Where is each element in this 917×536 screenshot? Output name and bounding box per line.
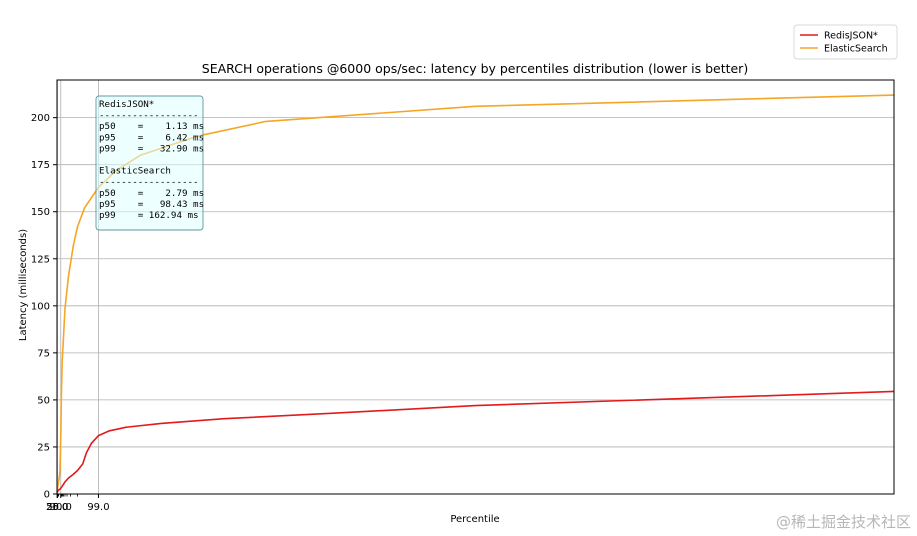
y-tick-label: 125 [31, 254, 50, 265]
stats-box-line: ElasticSearch [99, 166, 171, 177]
y-tick-label: 25 [37, 442, 50, 453]
legend-label: ElasticSearch [824, 44, 888, 55]
y-tick-label: 150 [31, 207, 50, 218]
y-tick-label: 50 [37, 395, 50, 406]
x-axis-label: Percentile [450, 514, 499, 525]
watermark: @稀土掘金技术社区 [775, 513, 911, 531]
x-tick-label: 99.0 [87, 502, 109, 513]
y-axis-ticks: 0 25 50 75 100 125 150 175 200 [31, 113, 57, 501]
plot-frame [56, 79, 895, 495]
y-tick-label: 0 [44, 490, 50, 501]
legend-frame [793, 24, 898, 60]
x-tick-label: 90.0 [50, 502, 72, 513]
x-tick-label: 25.0 [46, 502, 68, 513]
stats-box-line: p95 = 6.42 ms [99, 132, 204, 143]
legend-label: RedisJSON* [824, 31, 878, 42]
stats-box-line: p99 = 162.94 ms [99, 210, 199, 221]
stats-box-line: RedisJSON* [99, 99, 154, 110]
y-tick-label: 100 [31, 301, 50, 312]
stats-box-line: p50 = 1.13 ms [99, 121, 204, 132]
stats-box-frame [95, 95, 204, 231]
y-tick-label: 200 [31, 113, 50, 124]
series-line-redisjson- [56, 390, 895, 493]
y-tick-label: 75 [37, 348, 50, 359]
stats-box-line: p99 = 32.90 ms [99, 143, 204, 154]
stats-box-line: p95 = 98.43 ms [99, 199, 204, 210]
stats-box: RedisJSON*------------------p50 = 1.13 m… [95, 95, 204, 231]
y-axis-label: Latency (milliseconds) [18, 229, 29, 341]
stats-box-line: p50 = 2.79 ms [99, 188, 204, 199]
y-tick-label: 175 [31, 160, 50, 171]
stats-box-line: ------------------ [99, 110, 199, 121]
stats-box-line: ------------------ [99, 177, 199, 188]
legend: RedisJSON* ElasticSearch [793, 24, 898, 60]
x-tick-label: 50.0 [46, 502, 68, 513]
x-axis-ticks: 25.050.090.0 99.0 [46, 494, 110, 513]
chart-title: SEARCH operations @6000 ops/sec: latency… [202, 61, 748, 76]
